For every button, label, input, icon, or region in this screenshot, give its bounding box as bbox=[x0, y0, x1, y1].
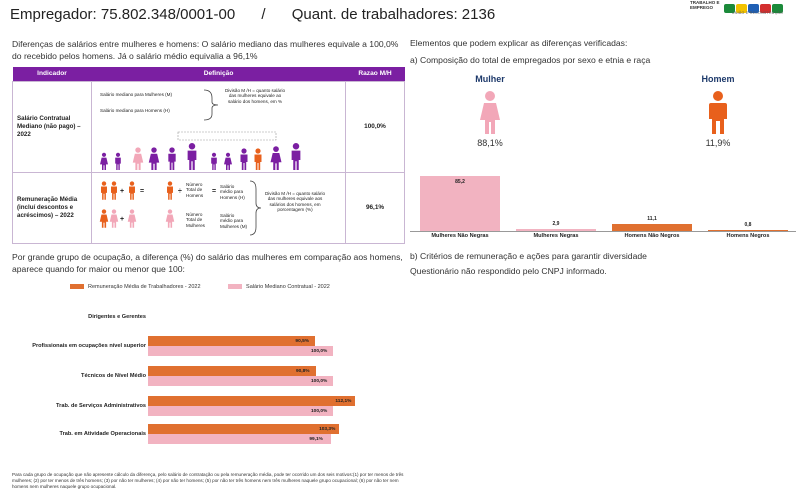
occupation-legend: Remuneração Média de Trabalhadores - 202… bbox=[70, 284, 356, 290]
logo-ministry: TRABALHO E EMPREGO bbox=[690, 0, 720, 10]
women-percent: 88,1% bbox=[477, 138, 503, 148]
occupation-group-label: Dirigentes e Gerentes bbox=[88, 314, 146, 320]
occupation-chart: Dirigentes e Gerentes Profissionais em oc… bbox=[0, 300, 410, 460]
def-total-women: Número Total de Mulheres bbox=[186, 211, 205, 228]
chart-value-label: 85,2 bbox=[455, 178, 465, 185]
logo-tagline: UNIÃO E RECONSTRUÇÃO bbox=[732, 11, 784, 15]
criteria-text: Questionário não respondido pelo CNPJ in… bbox=[410, 266, 607, 276]
bar-value-label: 112,1% bbox=[335, 399, 352, 404]
header-indicator: Indicador bbox=[12, 67, 92, 81]
table-row: Salário Contratual Mediano (não pago) – … bbox=[11, 80, 405, 173]
bar-mediano bbox=[148, 434, 332, 444]
logo-bar bbox=[772, 4, 783, 13]
def-men-label: Salário mediano para Homens (H) bbox=[100, 107, 170, 113]
man-icon bbox=[709, 91, 727, 134]
government-logo: TRABALHO E EMPREGO UNIÃO E RECONSTRUÇÃO bbox=[690, 0, 795, 18]
header-ratio: Razao M/H bbox=[345, 67, 405, 81]
logo-bar bbox=[736, 4, 747, 13]
composition-title: Elementos que podem explicar as diferenç… bbox=[410, 38, 628, 48]
bar-remuneracao bbox=[148, 396, 356, 406]
operator-equals: = bbox=[212, 187, 217, 195]
bar-remuneracao bbox=[148, 336, 316, 346]
composition-subtitle: a) Composição do total de empregados por… bbox=[410, 55, 651, 65]
salary-intro-text: Diferenças de salários entre mulheres e … bbox=[12, 39, 399, 61]
workers-count: Quant. de trabalhadores: 2136 bbox=[291, 6, 496, 23]
operator-equals: = bbox=[140, 187, 145, 195]
chart-category-label: Mulheres Não Negras bbox=[431, 233, 489, 239]
brace-icon bbox=[250, 180, 262, 235]
bar-mediano bbox=[148, 406, 333, 416]
operator-plus: + bbox=[120, 215, 125, 223]
definition-cell: Salário mediano para Mulheres (M) Salári… bbox=[91, 80, 347, 173]
ratio-value: 100,0% bbox=[345, 80, 405, 173]
def-note: Divisão M /H = quanto salário das mulher… bbox=[264, 190, 326, 213]
legend-label: Remuneração Média de Trabalhadores - 202… bbox=[88, 284, 201, 290]
logo-bars bbox=[724, 0, 794, 13]
women-label: Mulher bbox=[475, 74, 505, 84]
occupation-group-label: Trab. de Serviços Administrativos bbox=[56, 403, 146, 409]
bar-mediano bbox=[148, 376, 333, 386]
legend-swatch bbox=[228, 284, 243, 290]
chart-category-label: Mulheres Negras bbox=[533, 233, 579, 239]
definition-cell: + + = ÷ = Número Total de Homens Salário… bbox=[91, 171, 347, 244]
def-avg-women: Salário médio para Mulheres (M) bbox=[220, 212, 248, 229]
legend-label: Salário Mediano Contratual - 2022 bbox=[246, 284, 330, 290]
operator-plus: + bbox=[120, 187, 125, 195]
bar-value-label: 90,8% bbox=[295, 369, 310, 374]
header-separator: / bbox=[261, 6, 266, 23]
logo-bar bbox=[748, 4, 759, 13]
occupation-group-label: Técnicos de Nível Médio bbox=[81, 373, 146, 379]
table-row: Remuneração Média (incluí descontos e ac… bbox=[11, 171, 405, 244]
bar-value-label: 100,0% bbox=[311, 349, 328, 354]
indicator-table: Indicador Definição Razao M/H Salário Co… bbox=[11, 67, 405, 244]
def-note: Divisão M /H = quanto salário das mulher… bbox=[224, 87, 286, 104]
men-label: Homem bbox=[701, 74, 735, 84]
men-percent: 11,9% bbox=[705, 138, 731, 148]
indicator-name: Salário Contratual Mediano (não pago) – … bbox=[11, 80, 93, 173]
chart-bar bbox=[420, 175, 500, 231]
brace-icon bbox=[204, 89, 219, 120]
chart-value-label: 0,8 bbox=[744, 222, 752, 228]
legend-item: Remuneração Média de Trabalhadores - 202… bbox=[70, 284, 201, 290]
remuneration-figures-icon bbox=[99, 180, 175, 228]
def-avg-men: Salário médio para Homens (H) bbox=[220, 183, 245, 200]
bar-value-label: 99,1% bbox=[309, 437, 323, 442]
occupation-title: Por grande grupo de ocupação, a diferenç… bbox=[12, 252, 403, 274]
chart-axis bbox=[410, 231, 796, 232]
employer-header: Empregador: 75.802.348/0001-00 / Quant. … bbox=[10, 6, 495, 23]
operator-divide: ÷ bbox=[178, 187, 182, 195]
legend-swatch bbox=[70, 284, 84, 290]
bar-remuneracao bbox=[148, 424, 340, 434]
workers-figures-icon bbox=[100, 131, 301, 170]
bar-value-label: 100,0% bbox=[311, 379, 328, 384]
chart-category-label: Homens Não Negros bbox=[624, 233, 680, 239]
chart-value-label: 2,9 bbox=[552, 221, 560, 228]
logo-bar bbox=[760, 4, 771, 13]
bar-remuneracao bbox=[148, 366, 316, 376]
ratio-value: 96,1% bbox=[345, 171, 405, 244]
header-definition: Definição bbox=[91, 67, 346, 81]
bar-value-label: 103,3% bbox=[319, 427, 336, 432]
chart-bar bbox=[612, 223, 692, 231]
chart-category-label: Homens Negros bbox=[726, 233, 770, 239]
occupation-group-label: Profissionais em ocupações nível superio… bbox=[32, 343, 146, 349]
def-total-men: Número Total de Homens bbox=[186, 181, 204, 198]
occupation-footnote: Para cada grupo de ocupação que não apre… bbox=[12, 472, 404, 489]
criteria-title: b) Critérios de remuneração e ações para… bbox=[410, 251, 647, 261]
bar-value-label: 90,5% bbox=[295, 339, 310, 344]
chart-value-label: 11,1 bbox=[647, 215, 657, 222]
bar-mediano bbox=[148, 346, 333, 356]
bar-value-label: 100,0% bbox=[311, 409, 328, 414]
occupation-group-label: Trab. em Atividade Operacionais bbox=[59, 431, 146, 437]
woman-icon bbox=[480, 91, 500, 134]
def-women-label: Salário mediano para Mulheres (M) bbox=[100, 91, 173, 97]
employer-id: Empregador: 75.802.348/0001-00 bbox=[10, 6, 236, 23]
indicator-name: Remuneração Média (incluí descontos e ac… bbox=[11, 171, 93, 244]
legend-item: Salário Mediano Contratual - 2022 bbox=[228, 284, 330, 290]
logo-bar bbox=[724, 4, 735, 13]
